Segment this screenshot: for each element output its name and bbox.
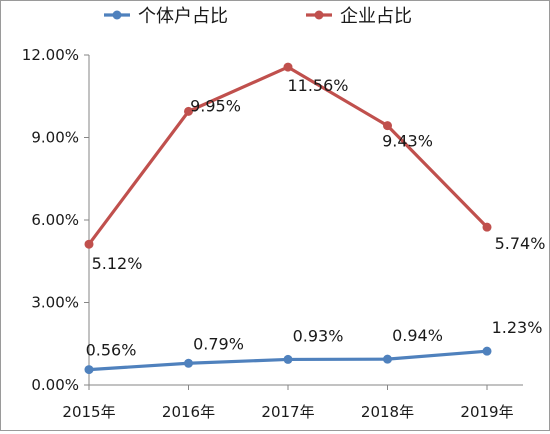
legend-item[interactable]: 个体户占比: [104, 6, 228, 27]
data-label: 1.23%: [492, 318, 543, 337]
legend-marker: [112, 10, 122, 20]
legend-item[interactable]: 企业占比: [306, 6, 412, 27]
data-label: 0.94%: [392, 326, 443, 345]
series-1: 5.12% 9.95% 11.56% 9.43% 5.74%: [84, 62, 546, 273]
data-label: 9.95%: [190, 96, 241, 115]
y-tick-label: 3.00%: [31, 294, 79, 312]
y-tick-label: 12.00%: [22, 46, 79, 64]
axes: 0.00% 3.00% 6.00% 9.00% 12.00% 2015年 2016年 2017…: [22, 46, 523, 421]
x-tick-label: 2018年: [361, 403, 414, 421]
x-tick-label: 2019年: [460, 403, 513, 421]
x-tick-label: 2015年: [62, 403, 115, 421]
x-tick-label: 2017年: [261, 403, 314, 421]
data-label: 0.56%: [86, 341, 137, 360]
data-point[interactable]: [184, 106, 193, 116]
data-label: 5.12%: [92, 254, 143, 273]
data-point[interactable]: [84, 239, 94, 249]
y-tick-label: 6.00%: [31, 211, 79, 229]
data-point[interactable]: [482, 222, 492, 232]
legend: 个体户占比 企业占比: [104, 6, 412, 27]
data-label: 0.93%: [293, 326, 344, 345]
data-label: 5.74%: [495, 234, 546, 253]
y-tick-label: 9.00%: [31, 129, 79, 147]
data-point[interactable]: [184, 358, 193, 368]
data-label: 9.43%: [382, 132, 433, 151]
data-point[interactable]: [84, 365, 94, 375]
data-point[interactable]: [283, 62, 293, 72]
data-label: 11.56%: [287, 76, 348, 95]
x-tick-label: 2016年: [162, 403, 215, 421]
data-point[interactable]: [383, 121, 392, 131]
series-0: 0.56% 0.79% 0.93% 0.94% 1.23%: [84, 318, 543, 375]
legend-label: 企业占比: [340, 6, 412, 27]
legend-label: 个体户占比: [138, 6, 228, 27]
legend-marker: [314, 10, 324, 20]
y-tick-label: 0.00%: [31, 376, 79, 394]
data-point[interactable]: [283, 354, 293, 364]
series-layer: 0.56% 0.79% 0.93% 0.94% 1.23% 5.12% 9.95% 11.56…: [84, 62, 546, 375]
data-label: 0.79%: [193, 334, 244, 353]
data-point[interactable]: [383, 354, 392, 364]
data-point[interactable]: [482, 346, 492, 356]
